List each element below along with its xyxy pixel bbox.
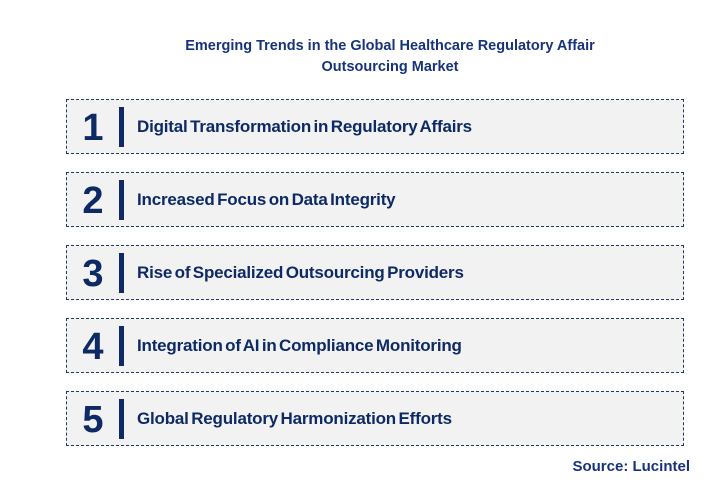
trend-card-4: 4 Integration of AI in Compliance Monito… <box>66 318 684 373</box>
trend-card-2: 2 Increased Focus on Data Integrity <box>66 172 684 227</box>
number-divider-bar <box>119 398 124 439</box>
trend-card-3: 3 Rise of Specialized Outsourcing Provid… <box>66 245 684 300</box>
trend-label: Digital Transformation in Regulatory Aff… <box>137 116 472 136</box>
trend-label: Integration of AI in Compliance Monitori… <box>137 335 462 355</box>
title-block: Emerging Trends in the Global Healthcare… <box>150 36 630 78</box>
trend-label: Rise of Specialized Outsourcing Provider… <box>137 262 464 282</box>
trend-label: Global Regulatory Harmonization Efforts <box>137 408 452 428</box>
trend-card-5: 5 Global Regulatory Harmonization Effort… <box>66 391 684 446</box>
trend-label: Increased Focus on Data Integrity <box>137 189 396 209</box>
trend-number: 4 <box>82 325 104 368</box>
trend-card-1: 1 Digital Transformation in Regulatory A… <box>66 99 684 154</box>
source-credit: Source: Lucintel <box>572 458 690 475</box>
trend-number: 1 <box>82 106 104 149</box>
infographic-title: Emerging Trends in the Global Healthcare… <box>185 38 595 75</box>
trend-number: 3 <box>82 252 104 295</box>
trend-list: 1 Digital Transformation in Regulatory A… <box>66 99 684 464</box>
number-divider-bar <box>119 106 124 147</box>
number-divider-bar <box>119 179 124 220</box>
number-divider-bar <box>119 252 124 293</box>
trend-number: 2 <box>82 179 104 222</box>
trend-number: 5 <box>82 398 104 441</box>
number-divider-bar <box>119 325 124 366</box>
